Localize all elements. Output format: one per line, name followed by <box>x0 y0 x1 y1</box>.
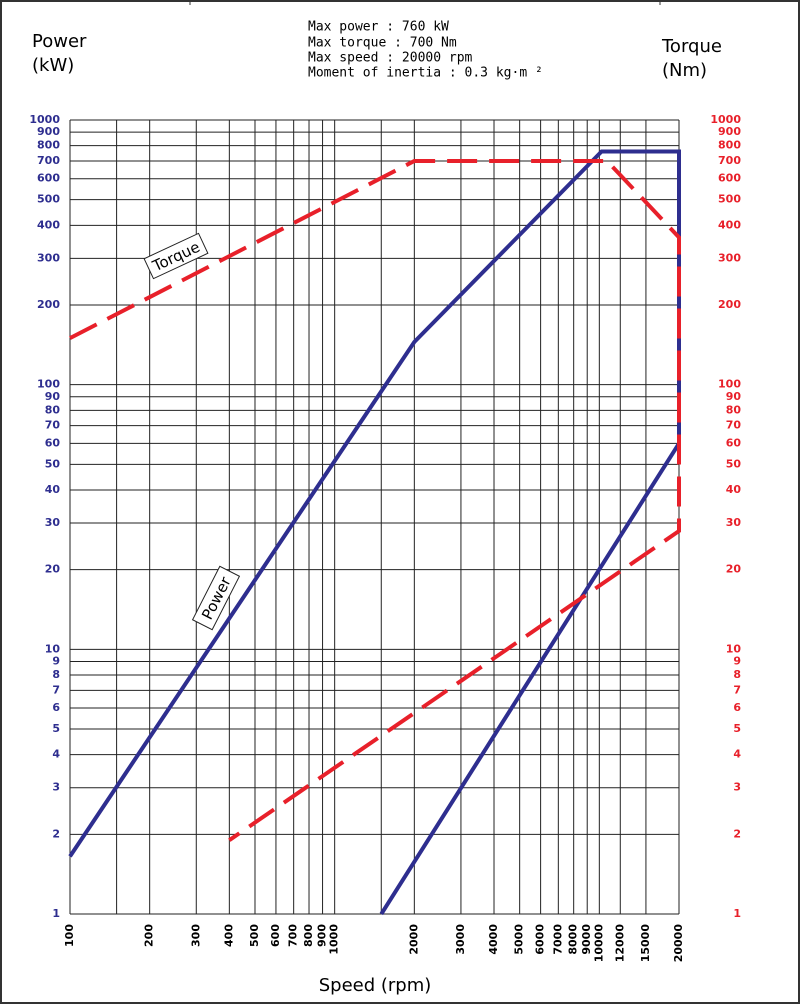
y2-tick-label: 1 <box>733 907 741 920</box>
x-tick-label: 200 <box>143 924 156 947</box>
x-tick-label: 2000 <box>407 924 420 955</box>
y-tick-label: 100 <box>37 378 60 391</box>
y-tick-label: 6 <box>52 701 60 714</box>
y-tick-label: 9 <box>52 654 60 667</box>
y2-tick-label: 200 <box>718 298 741 311</box>
y2-tick-label: 9 <box>733 654 741 667</box>
y-tick-label: 800 <box>37 139 60 152</box>
y2-tick-label: 50 <box>726 457 742 470</box>
label-box <box>191 565 241 631</box>
y2-tick-label: 700 <box>718 154 741 167</box>
y2-tick-label: 60 <box>726 436 742 449</box>
y-tick-label: 400 <box>37 218 60 231</box>
spec-line: Max torque : 700 Nm <box>308 36 457 51</box>
x-tick-label: 20000 <box>672 924 685 963</box>
y-axis-unit: (kW) <box>32 55 74 76</box>
series-line <box>68 149 681 916</box>
y2-tick-label: 80 <box>726 403 742 416</box>
spec-line: Max power : 760 kW <box>308 20 449 35</box>
x-tick-label: 7000 <box>551 924 564 955</box>
y2-tick-label: 500 <box>718 193 741 206</box>
x-tick-label: 9000 <box>580 924 593 955</box>
y2-tick-label: 2 <box>733 827 741 840</box>
y-tick-label: 300 <box>37 251 60 264</box>
y-tick-label: 70 <box>45 419 61 432</box>
series-name: Torque <box>149 238 203 276</box>
spec-line: Moment of inertia : 0.3 kg·m ² <box>308 66 543 81</box>
y-tick-label: 1 <box>52 907 60 920</box>
y2-tick-label: 800 <box>718 139 741 152</box>
x-tick-label: 15000 <box>639 924 652 963</box>
y-tick-label: 7 <box>52 683 60 696</box>
y-tick-label: 900 <box>37 125 60 138</box>
y-tick-label: 5 <box>52 722 60 735</box>
y-tick-label: 10 <box>45 642 61 655</box>
y2-tick-label: 1000 <box>710 113 741 126</box>
x-tick-label: 100 <box>63 924 76 947</box>
x-tick-label: 900 <box>316 924 329 947</box>
y2-axis-label: Torque <box>661 36 722 57</box>
y-axis-label: Power <box>32 31 87 52</box>
y-tick-label: 30 <box>45 516 61 529</box>
y-tick-label: 40 <box>45 483 61 496</box>
x-tick-label: 700 <box>287 924 300 947</box>
y-tick-label: 4 <box>52 748 60 761</box>
x-tick-label: 6000 <box>534 924 547 955</box>
y2-tick-label: 100 <box>718 378 741 391</box>
x-tick-label: 8000 <box>567 924 580 955</box>
x-tick-label: 600 <box>269 924 282 947</box>
y2-tick-label: 30 <box>726 516 742 529</box>
y2-tick-label: 6 <box>733 701 741 714</box>
y2-tick-label: 7 <box>733 683 741 696</box>
y-tick-label: 2 <box>52 827 60 840</box>
y-tick-label: 200 <box>37 298 60 311</box>
y2-tick-label: 70 <box>726 419 742 432</box>
y2-tick-label: 20 <box>726 563 742 576</box>
y2-tick-label: 40 <box>726 483 742 496</box>
y2-tick-label: 3 <box>733 781 741 794</box>
y2-tick-label: 300 <box>718 251 741 264</box>
y2-tick-label: 600 <box>718 172 741 185</box>
y-tick-label: 60 <box>45 436 61 449</box>
x-tick-label: 4000 <box>487 924 500 955</box>
y-tick-label: 8 <box>52 668 60 681</box>
y2-tick-label: 8 <box>733 668 741 681</box>
x-tick-label: 10000 <box>592 924 605 963</box>
x-tick-label: 800 <box>302 924 315 947</box>
y2-axis-unit: (Nm) <box>662 60 707 81</box>
x-tick-label: 500 <box>248 924 261 947</box>
x-tick-label: 400 <box>222 924 235 947</box>
y-tick-label: 90 <box>45 390 61 403</box>
spec-line: Max speed : 20000 rpm <box>308 51 473 66</box>
y-tick-label: 600 <box>37 172 60 185</box>
y-tick-label: 700 <box>37 154 60 167</box>
x-tick-label: 1000 <box>328 924 341 955</box>
x-tick-label: 12000 <box>613 924 626 963</box>
x-axis-label: Speed (rpm) <box>319 975 432 996</box>
y-tick-label: 80 <box>45 403 61 416</box>
y2-tick-label: 4 <box>733 748 741 761</box>
y2-tick-label: 900 <box>718 125 741 138</box>
y2-tick-label: 90 <box>726 390 742 403</box>
y2-tick-label: 10 <box>726 642 742 655</box>
y-tick-label: 1000 <box>29 113 60 126</box>
x-tick-label: 3000 <box>454 924 467 955</box>
y-tick-label: 20 <box>45 563 61 576</box>
label-box <box>143 232 209 280</box>
y-tick-label: 50 <box>45 457 61 470</box>
x-tick-label: 5000 <box>513 924 526 955</box>
y2-tick-label: 5 <box>733 722 741 735</box>
y-tick-label: 500 <box>37 193 60 206</box>
x-tick-label: 300 <box>189 924 202 947</box>
series-line <box>69 159 681 842</box>
y-tick-label: 3 <box>52 781 60 794</box>
series-label: Power <box>191 565 241 631</box>
y2-tick-label: 400 <box>718 218 741 231</box>
